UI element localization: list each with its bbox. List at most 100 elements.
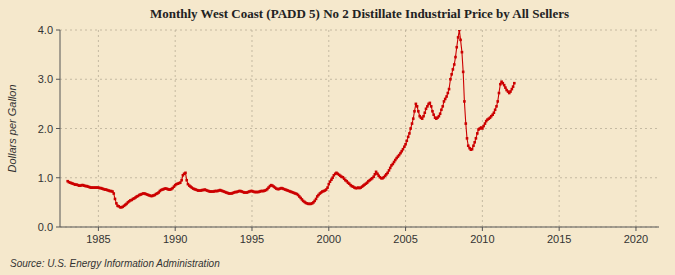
data-point [372, 175, 375, 178]
y-tick [56, 30, 60, 31]
data-point [464, 122, 467, 125]
data-point [439, 112, 442, 115]
data-point [509, 90, 512, 93]
chart-title: Monthly West Coast (PADD 5) No 2 Distill… [150, 6, 569, 21]
y-axis-label: Dollars per Gallon [6, 84, 18, 172]
x-tick [328, 227, 329, 231]
data-point [447, 92, 450, 95]
data-point [454, 56, 457, 59]
data-point [440, 108, 443, 111]
data-point [315, 198, 318, 201]
y-tick-label: 1.0 [38, 172, 53, 184]
grid [60, 30, 659, 227]
data-point [412, 117, 415, 120]
data-point [494, 108, 497, 111]
data-point [462, 71, 465, 74]
y-tick [56, 128, 60, 129]
data-point [416, 105, 419, 108]
data-point [441, 105, 444, 108]
data-point [495, 105, 498, 108]
data-point [421, 117, 424, 120]
data-point [407, 136, 410, 139]
data-point [476, 132, 479, 135]
data-point [429, 102, 432, 105]
chart-container: 198519901995200020052010201520200.01.02.… [0, 0, 675, 275]
x-tick-label: 2020 [624, 233, 648, 245]
y-grid-line [60, 227, 659, 228]
x-grid-line [328, 30, 329, 227]
data-point [417, 110, 420, 113]
data-point [388, 169, 391, 172]
x-tick-label: 2005 [393, 233, 417, 245]
data-point [458, 30, 461, 31]
x-tick-label: 2015 [547, 233, 571, 245]
data-point [426, 105, 429, 108]
data-point [425, 108, 428, 111]
chart-svg: 198519901995200020052010201520200.01.02.… [0, 0, 675, 275]
data-point [498, 92, 501, 95]
data-point [499, 83, 502, 86]
data-point [114, 198, 117, 201]
data-point [450, 73, 453, 76]
data-series [66, 30, 515, 209]
data-point [422, 115, 425, 118]
data-point [402, 148, 405, 151]
data-point [449, 78, 452, 81]
data-point [443, 100, 446, 103]
y-grid-line [60, 177, 659, 178]
data-point [403, 145, 406, 148]
data-point [389, 167, 392, 170]
data-point [467, 144, 470, 147]
x-grid-line [559, 30, 560, 227]
x-tick-label: 2010 [470, 233, 494, 245]
data-point [386, 172, 389, 175]
y-grid-line [60, 30, 659, 31]
data-point [459, 39, 462, 42]
data-point [511, 88, 514, 91]
x-tick [559, 227, 560, 231]
data-point [408, 132, 411, 135]
x-grid-line [98, 30, 99, 227]
price-line [68, 30, 515, 207]
data-point [431, 110, 434, 113]
y-tick [56, 177, 60, 178]
data-point [404, 143, 407, 146]
data-point [471, 148, 474, 151]
x-tick [175, 227, 176, 231]
data-point [453, 63, 456, 66]
data-point [448, 88, 451, 91]
x-axis-line [60, 227, 659, 228]
data-point [413, 110, 416, 113]
data-point [444, 98, 447, 101]
data-point [115, 202, 118, 205]
data-point [409, 127, 412, 130]
data-point [496, 100, 499, 103]
axes: 198519901995200020052010201520200.01.02.… [38, 24, 659, 245]
x-tick [635, 227, 636, 231]
x-tick-label: 1995 [240, 233, 264, 245]
data-point [432, 113, 435, 116]
data-point [455, 46, 458, 49]
data-point [184, 172, 187, 175]
y-tick [56, 227, 60, 228]
data-point [461, 51, 464, 54]
x-tick [482, 227, 483, 231]
data-point [112, 192, 115, 195]
data-point [473, 141, 476, 144]
data-point [331, 176, 334, 179]
data-point [423, 111, 426, 114]
x-tick-label: 1985 [86, 233, 110, 245]
data-point [457, 36, 460, 39]
data-point [326, 186, 329, 189]
data-point [438, 115, 441, 118]
data-point [430, 105, 433, 108]
data-point [475, 137, 478, 140]
data-point [466, 137, 469, 140]
data-point [406, 140, 409, 143]
data-point [180, 179, 183, 182]
data-point [481, 127, 484, 130]
x-tick-label: 1990 [163, 233, 187, 245]
data-point [482, 125, 485, 128]
data-point [503, 84, 506, 87]
data-point [512, 85, 515, 88]
